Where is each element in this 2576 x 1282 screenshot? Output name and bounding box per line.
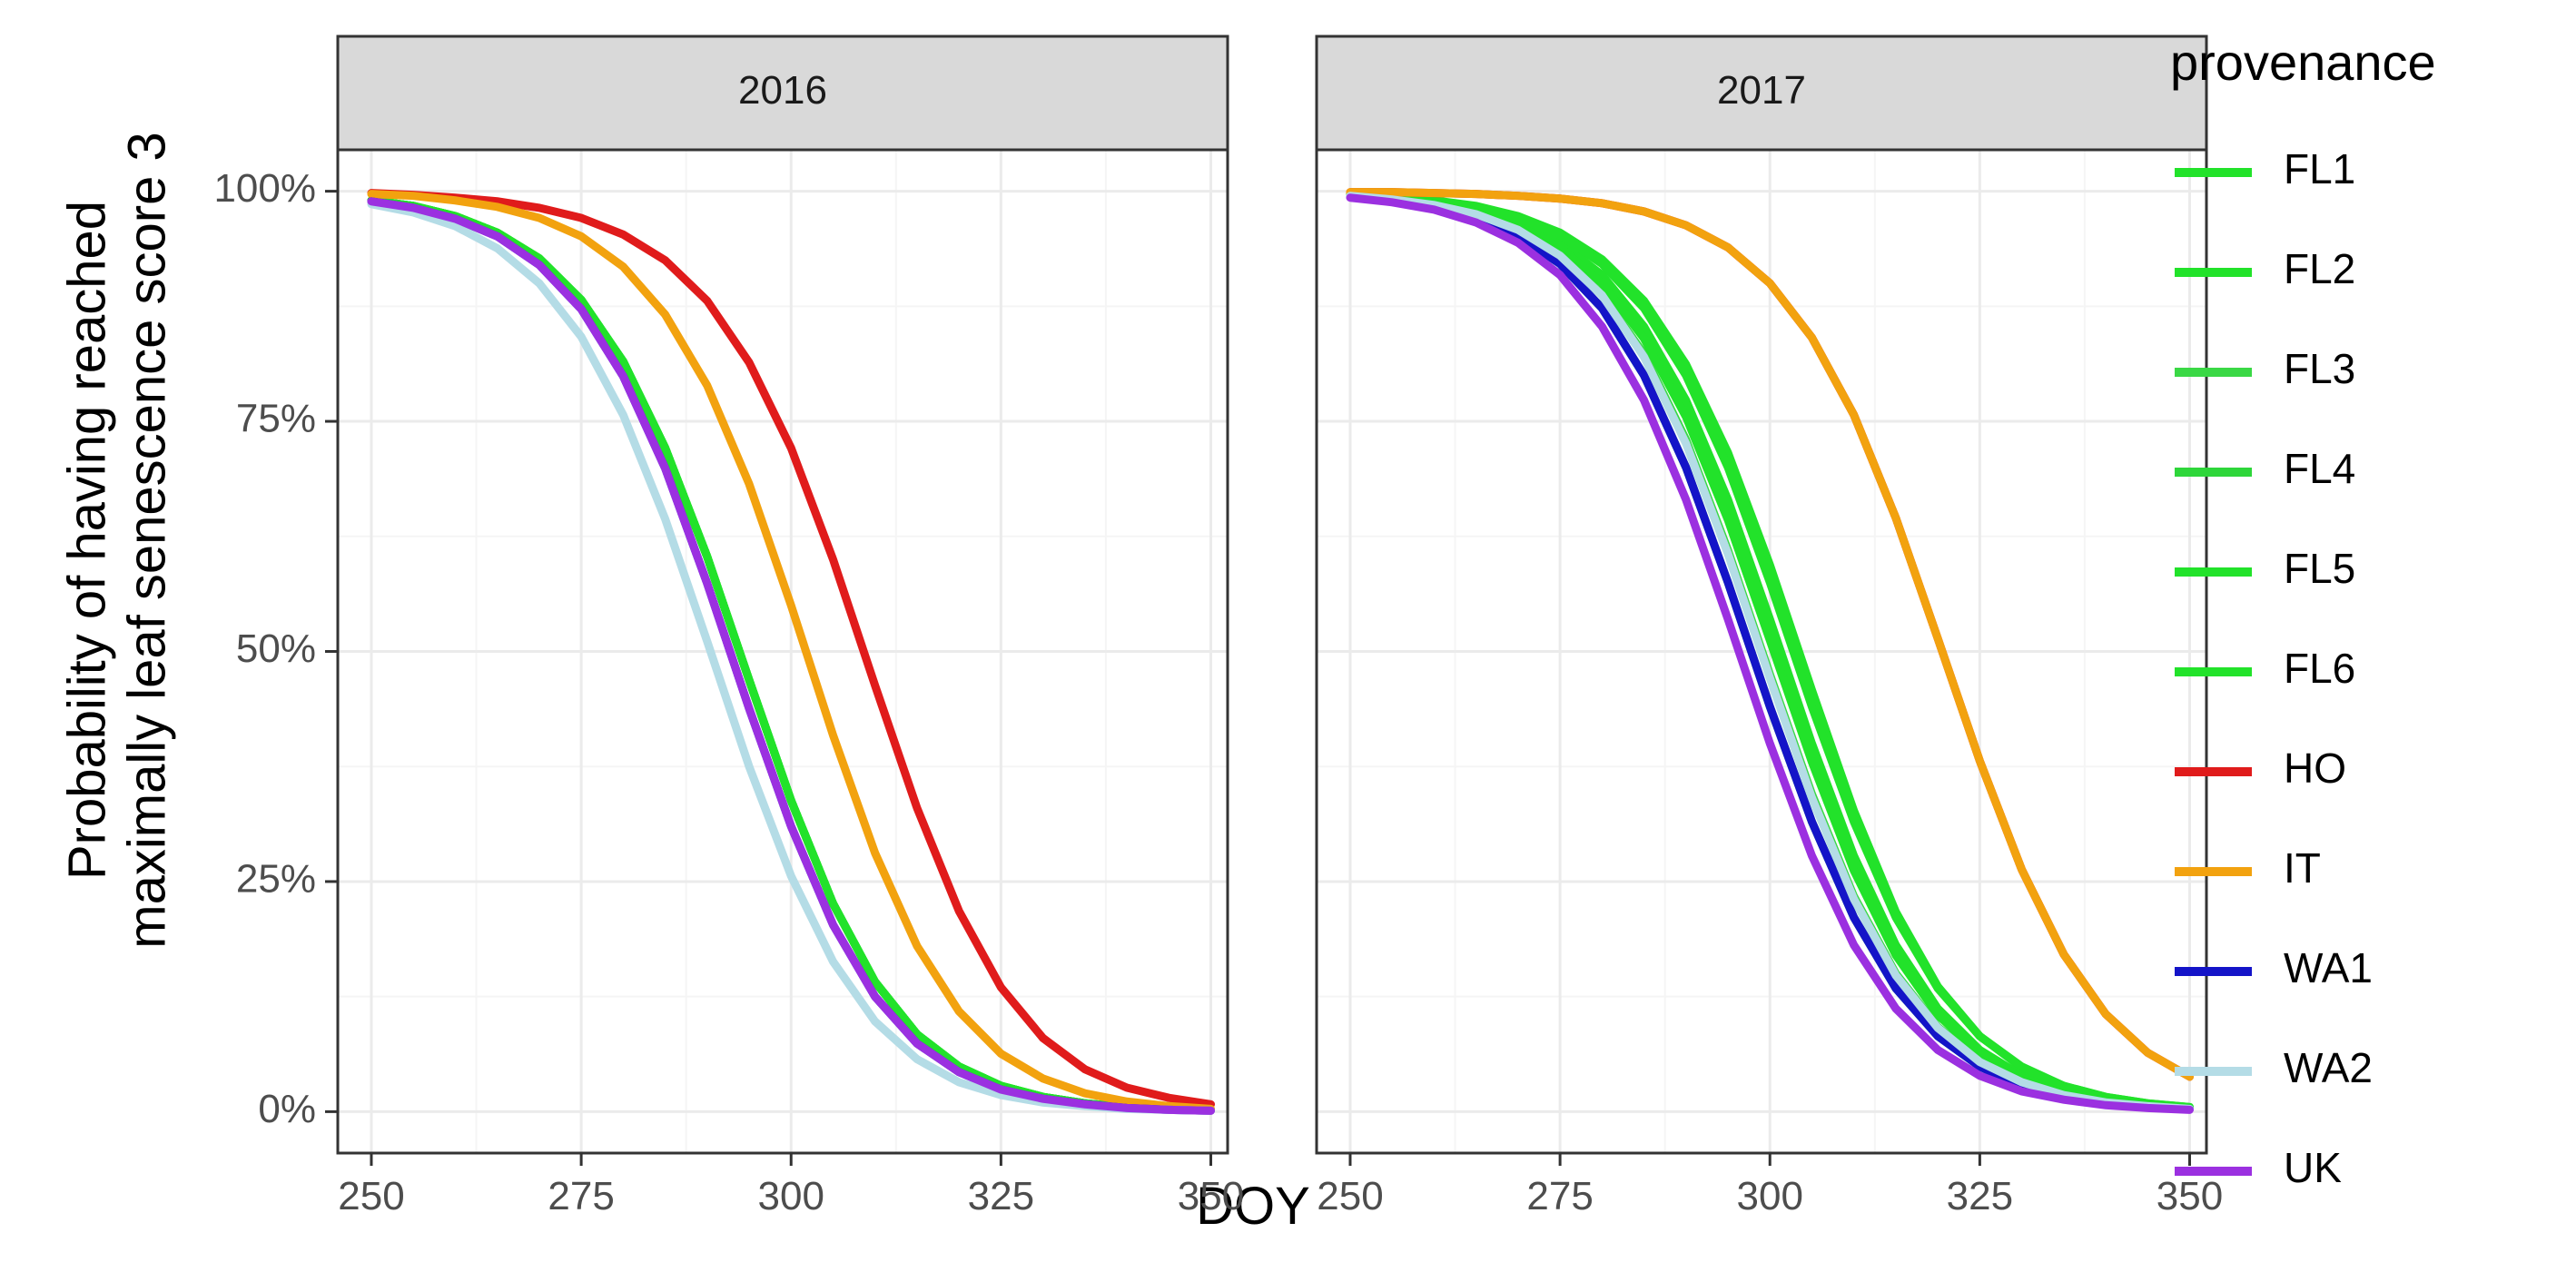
x-tick-label: 275: [548, 1174, 614, 1218]
x-tick-label: 325: [968, 1174, 1034, 1218]
y-axis-title-line-1: Probability of having reached: [57, 201, 116, 880]
strip-label-2016: 2016: [738, 68, 827, 113]
series-line-uk-2017: [1346, 193, 2195, 1114]
x-tick-label: 300: [758, 1174, 824, 1218]
series-line-uk-2016: [367, 197, 1216, 1115]
x-tick-label: 250: [338, 1174, 404, 1218]
y-tick-label: 25%: [236, 857, 316, 902]
legend-label-fl2: FL2: [2284, 245, 2355, 292]
legend-item-fl3: FL3: [2175, 345, 2355, 392]
y-tick-label: 0%: [258, 1087, 316, 1131]
legend-item-wa1: WA1: [2175, 944, 2373, 991]
legend-label-ho: HO: [2284, 745, 2346, 792]
legend-item-uk: UK: [2175, 1144, 2342, 1191]
x-tick-label: 325: [1947, 1174, 2013, 1218]
legend-item-fl5: FL5: [2175, 545, 2355, 592]
legend-label-fl6: FL6: [2284, 645, 2355, 692]
legend-item-ho: HO: [2175, 745, 2346, 792]
legend-item-fl2: FL2: [2175, 245, 2355, 292]
legend-label-uk: UK: [2284, 1144, 2342, 1191]
legend-item-fl6: FL6: [2175, 645, 2355, 692]
legend-label-fl5: FL5: [2284, 545, 2355, 592]
legend: FL1 FL2 FL3 FL4 FL5 FL6 HO IT WA1 WA2 UK: [2175, 145, 2373, 1191]
x-tick-label: 250: [1317, 1174, 1383, 1218]
x-tick-label: 350: [1178, 1174, 1244, 1218]
panel-2017: 2017 250 275 300 325 350: [1315, 35, 2223, 1218]
legend-label-wa1: WA1: [2284, 944, 2373, 991]
x-tick-label: 300: [1737, 1174, 1803, 1218]
legend-item-fl4: FL4: [2175, 445, 2355, 492]
legend-item-wa2: WA2: [2175, 1044, 2373, 1091]
y-axis-title-line-2: maximally leaf senescence score 3: [117, 132, 176, 948]
legend-item-it: IT: [2175, 844, 2321, 892]
series-line-ho-2016: [367, 189, 1216, 1109]
panel-border-2017: [1315, 148, 2208, 1155]
legend-title: provenance: [2170, 34, 2436, 91]
legend-label-fl3: FL3: [2284, 345, 2355, 392]
y-tick-label: 75%: [236, 397, 316, 441]
series-line-it-2016: [367, 190, 1216, 1113]
series-line-it-2017: [1346, 188, 2195, 1081]
y-tick-label: 100%: [213, 166, 316, 211]
series-line-wa2-2017: [1346, 192, 2195, 1113]
x-tick-label: 275: [1526, 1174, 1593, 1218]
x-tick-label: 350: [2157, 1174, 2223, 1218]
legend-label-wa2: WA2: [2284, 1044, 2373, 1091]
legend-label-fl4: FL4: [2284, 445, 2355, 492]
y-tick-label: 50%: [236, 626, 316, 671]
panels-layer: 2016 250 275 300 325 350 0% 25% 50% 75% 100% 2017 25…: [213, 35, 2223, 1218]
strip-2017: [1315, 35, 2208, 152]
panel-2016: 2016 250 275 300 325 350 0% 25% 50% 75% 100%: [213, 35, 1244, 1218]
series-line-fl6-2017: [1346, 190, 2195, 1111]
strip-label-2017: 2017: [1717, 68, 1806, 113]
legend-label-fl1: FL1: [2284, 145, 2355, 192]
x-axis-title: DOY: [1196, 1177, 1310, 1236]
legend-label-it: IT: [2284, 844, 2321, 892]
legend-item-fl1: FL1: [2175, 145, 2355, 192]
